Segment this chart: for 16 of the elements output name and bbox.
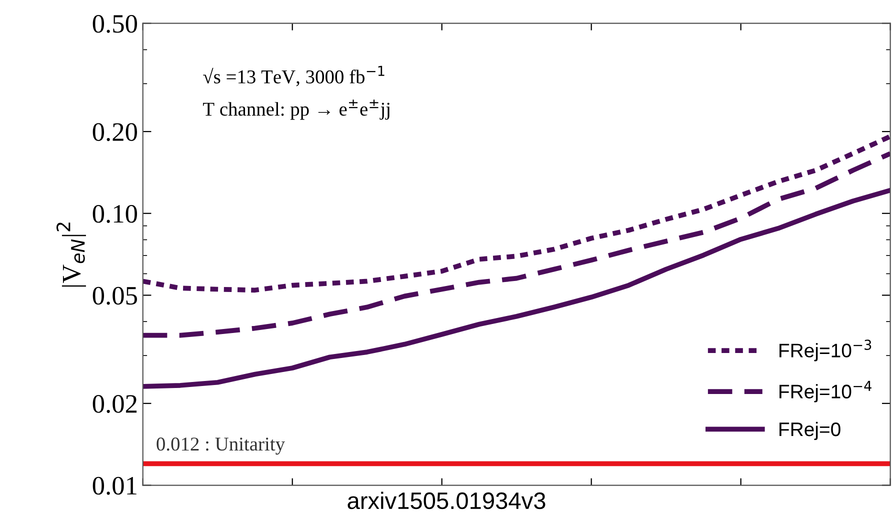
legend-label: FRej=10$^{−4}$ [780, 380, 872, 402]
legend-label: FRej=0 [780, 422, 840, 440]
y-tick-label: 0.01 [92, 476, 136, 495]
annotation: T channel: pp → e$^{±}$e$^{±}$jj [203, 100, 390, 120]
y-tick-label: 0.50 [92, 14, 138, 33]
annotation: √s =13 TeV, 3000 fb$^{−1}$ [203, 66, 384, 86]
y-tick-label: 0.20 [92, 123, 138, 142]
ref-line-label: 0.012 : Unitarity [156, 438, 285, 455]
text: arxiv1505.01934v3 [348, 492, 546, 510]
y-tick-label: 0.10 [92, 204, 138, 223]
y-tick-label: 0.02 [92, 395, 137, 413]
line-series [142, 134, 890, 293]
line-series [142, 151, 890, 338]
legend-label: FRej=10$^{−3}$ [780, 340, 872, 362]
y-tick-label: 0.05 [92, 286, 137, 305]
y-axis-title: |V$_{eN}$|$^{2}$ [56, 222, 86, 287]
